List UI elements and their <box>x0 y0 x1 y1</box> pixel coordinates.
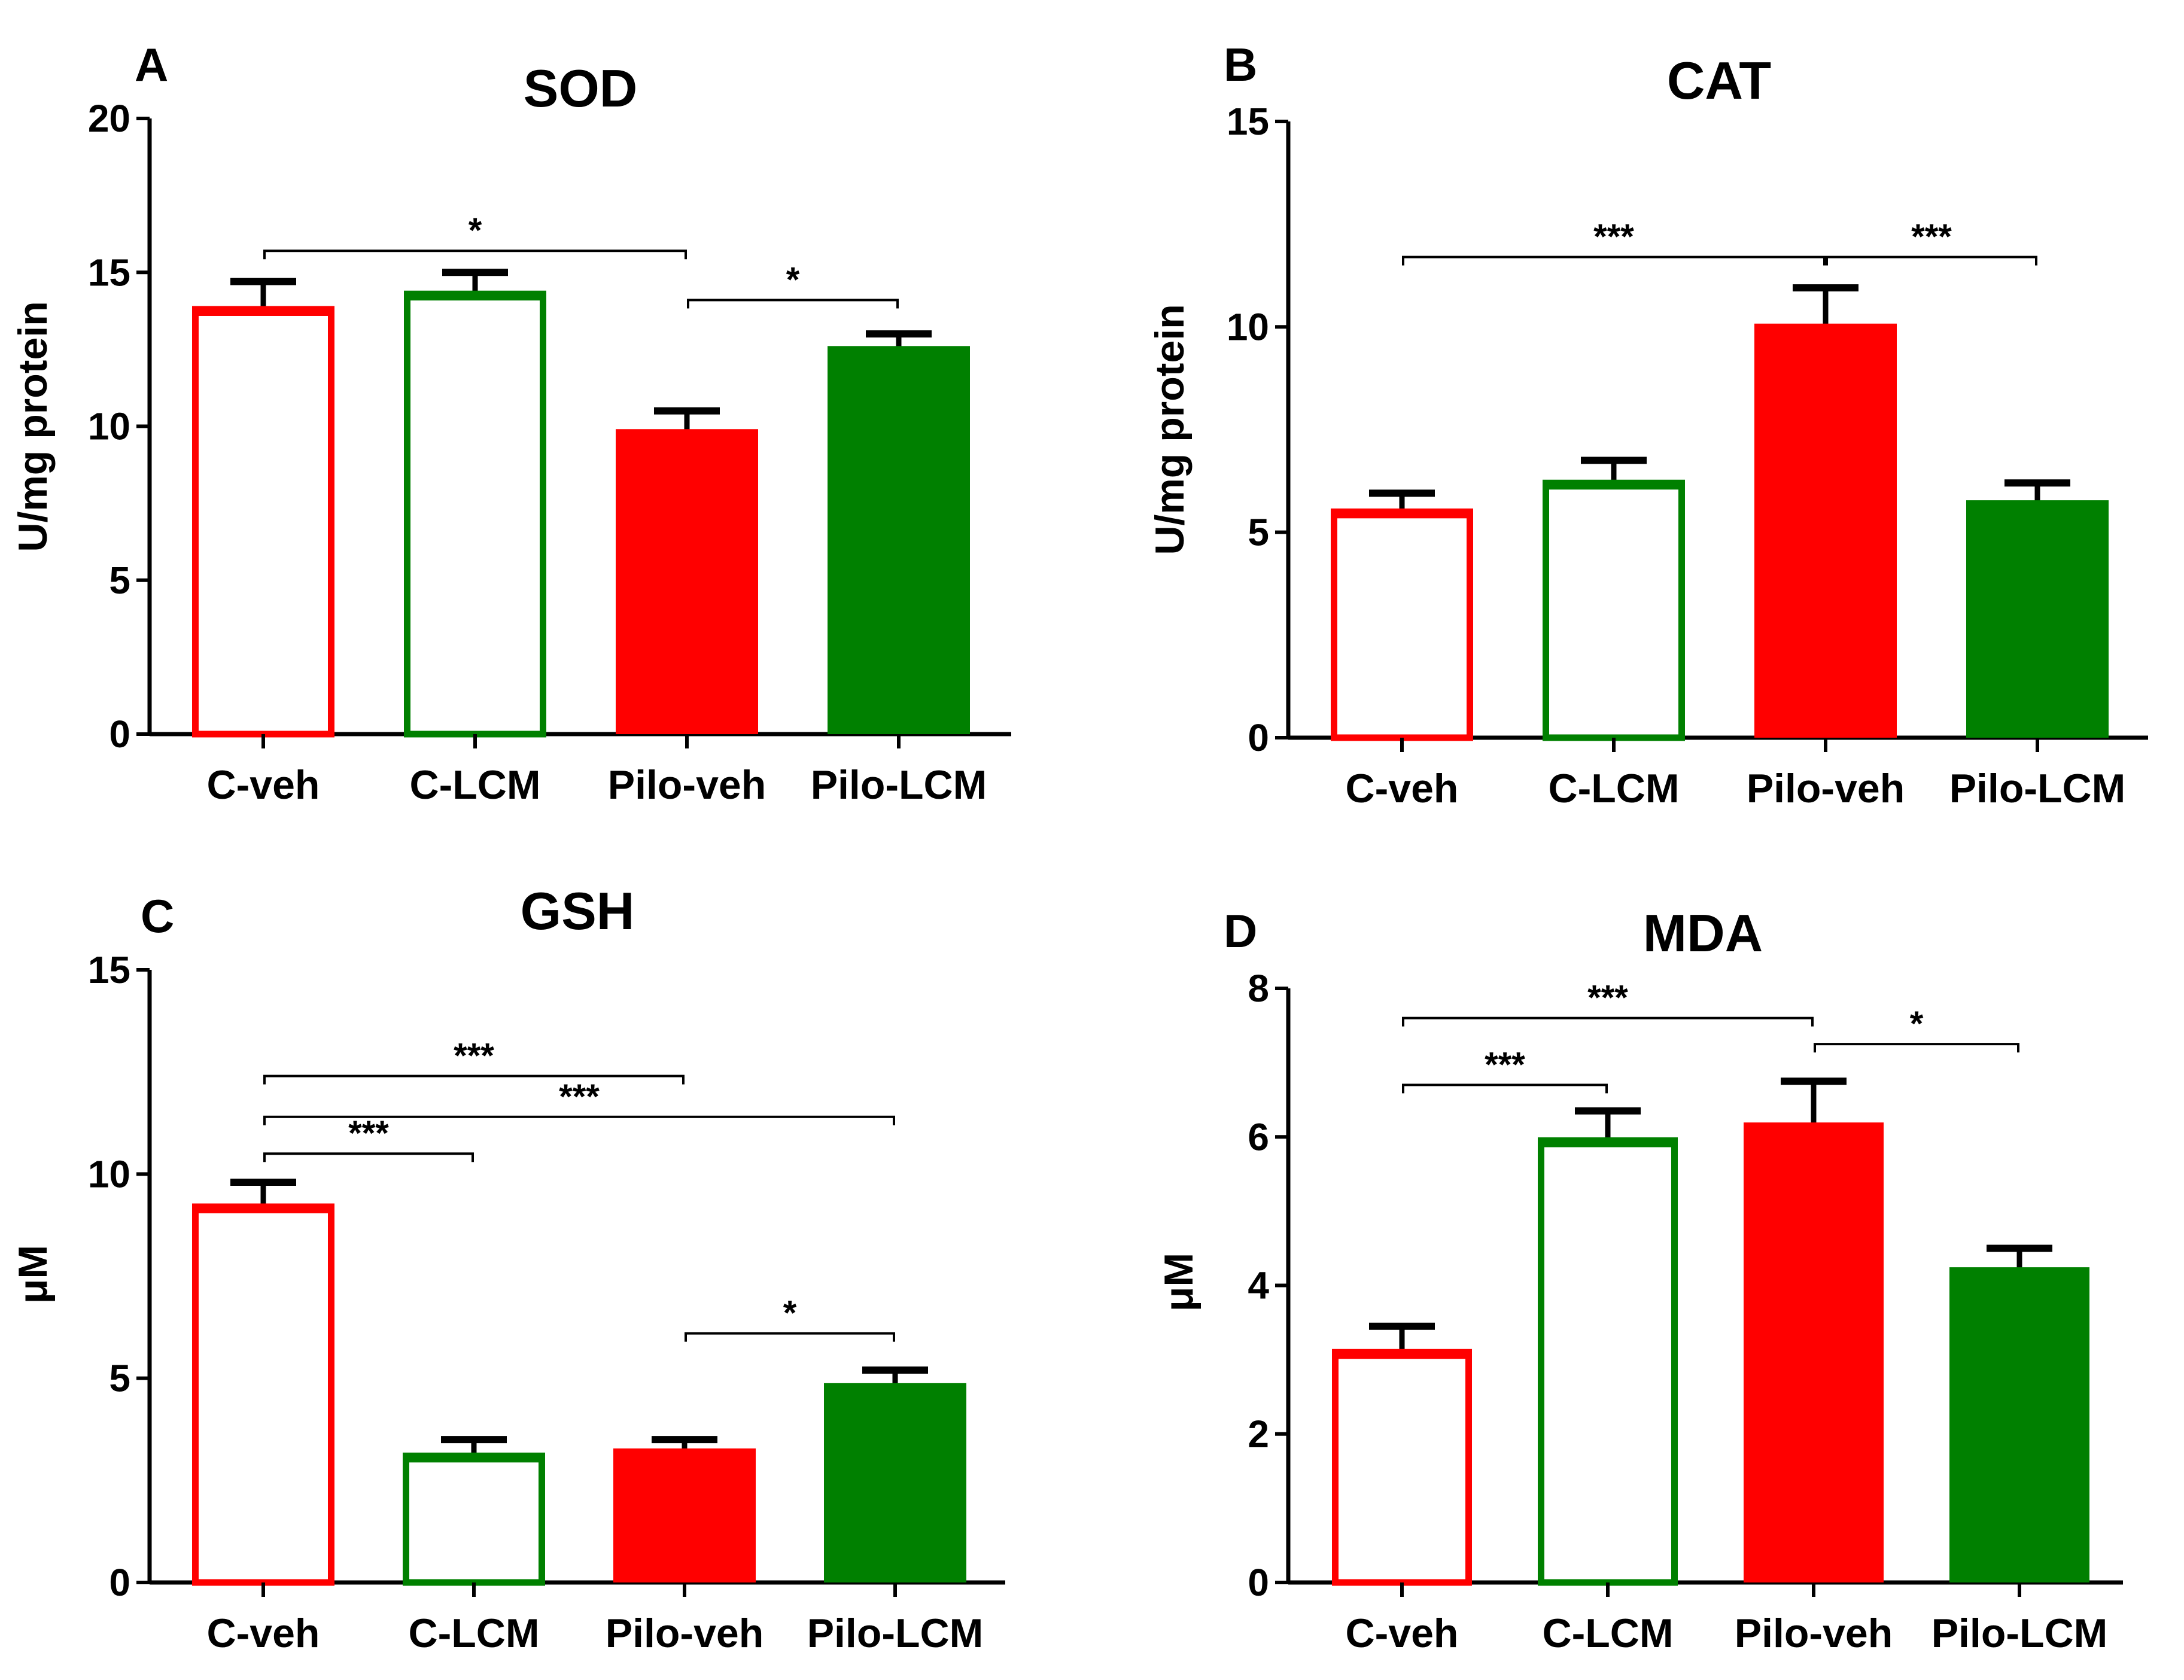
significance-label: * <box>783 1294 797 1333</box>
y-tick-label: 2 <box>1248 1413 1269 1456</box>
significance-bracket <box>263 1152 474 1162</box>
bar <box>1949 1270 2089 1582</box>
x-tick-label: Pilo-veh <box>606 1611 764 1656</box>
significance-label: *** <box>1587 979 1628 1018</box>
chart-title: SOD <box>524 59 638 118</box>
y-tick-label: 15 <box>1227 100 1269 143</box>
x-tick-label: C-LCM <box>408 1611 539 1656</box>
bar <box>1331 512 1473 741</box>
bar <box>1744 1125 1884 1582</box>
y-tick-label: 5 <box>1248 511 1269 554</box>
y-tick-label: 0 <box>1248 1561 1269 1604</box>
bar <box>192 309 334 738</box>
y-tick-label: 10 <box>88 405 130 448</box>
bar <box>1543 483 1685 741</box>
panel-letter: D <box>1224 905 1257 957</box>
y-tick-label: 10 <box>1227 305 1269 348</box>
panel-letter: B <box>1224 38 1257 91</box>
x-tick-label: C-LCM <box>409 762 540 808</box>
x-tick-label: Pilo-LCM <box>1931 1611 2108 1656</box>
significance-bracket <box>263 1115 895 1125</box>
significance-bracket <box>263 249 687 260</box>
y-tick-label: 6 <box>1248 1115 1269 1158</box>
significance-bracket <box>1402 255 1826 266</box>
y-tick-label: 5 <box>109 559 130 602</box>
x-tick-label: Pilo-LCM <box>1949 766 2126 811</box>
y-tick-label: 10 <box>88 1152 130 1195</box>
y-tick-label: 15 <box>88 948 130 991</box>
x-tick-label: C-veh <box>207 1611 320 1656</box>
bar <box>613 1451 756 1582</box>
y-axis-label: U/mg protein <box>1147 304 1193 555</box>
chart-title: GSH <box>521 881 635 941</box>
bar <box>403 1456 545 1586</box>
x-tick-label: C-LCM <box>1542 1611 1673 1656</box>
y-tick-label: 20 <box>88 97 130 140</box>
y-tick-label: 5 <box>109 1357 130 1400</box>
x-tick-label: C-veh <box>207 762 320 808</box>
y-axis-label: μM <box>10 1245 56 1304</box>
significance-bracket <box>685 1332 895 1342</box>
panel-letter: A <box>135 38 168 91</box>
significance-label: *** <box>1593 218 1634 257</box>
panel-letter: C <box>141 890 174 942</box>
significance-label: * <box>786 261 800 300</box>
bar <box>1538 1140 1678 1586</box>
significance-bracket <box>263 1075 685 1085</box>
x-tick-label: Pilo-veh <box>608 762 766 808</box>
x-tick-label: C-LCM <box>1548 766 1679 811</box>
bar <box>616 432 758 734</box>
significance-label: * <box>469 211 482 250</box>
y-tick-label: 8 <box>1248 967 1269 1010</box>
bar <box>404 294 546 738</box>
chart-title: CAT <box>1667 51 1771 110</box>
significance-bracket <box>1402 1084 1608 1094</box>
significance-bracket <box>1826 255 2037 266</box>
chart-panel-a: A SOD U/mg protein 0 5 10 15 20 C-veh C-LCM Pilo-v… <box>10 38 1011 808</box>
bar <box>828 349 970 734</box>
chart-title: MDA <box>1643 903 1763 963</box>
x-tick-label: Pilo-veh <box>1747 766 1905 811</box>
significance-label: *** <box>454 1036 494 1075</box>
significance-label: *** <box>1911 218 1952 257</box>
x-tick-label: C-veh <box>1346 766 1459 811</box>
y-tick-label: 4 <box>1248 1264 1269 1307</box>
significance-label: * <box>1910 1005 1924 1043</box>
significance-bracket <box>687 299 899 309</box>
x-tick-label: Pilo-veh <box>1735 1611 1893 1656</box>
bar <box>824 1386 966 1582</box>
x-tick-label: C-veh <box>1346 1611 1459 1656</box>
significance-label: *** <box>348 1114 389 1153</box>
bar <box>1754 327 1897 738</box>
significance-bracket <box>1814 1043 2019 1053</box>
bar <box>192 1206 334 1586</box>
bar <box>1332 1352 1472 1586</box>
y-axis-label: U/mg protein <box>10 301 56 552</box>
y-tick-label: 0 <box>109 1561 130 1604</box>
x-tick-label: Pilo-LCM <box>807 1611 984 1656</box>
x-tick-label: Pilo-LCM <box>811 762 987 808</box>
significance-bracket <box>1402 1016 1814 1027</box>
significance-label: *** <box>1485 1045 1525 1084</box>
significance-label: *** <box>559 1078 600 1116</box>
y-tick-label: 0 <box>109 713 130 756</box>
bar <box>1966 503 2109 738</box>
y-axis-label: μM <box>1156 1253 1201 1311</box>
y-tick-label: 0 <box>1248 716 1269 759</box>
chart-panel-b: B CAT U/mg protein 0 5 10 15 C-veh C-LCM Pilo-veh… <box>1147 38 2148 811</box>
y-tick-label: 15 <box>88 251 130 294</box>
